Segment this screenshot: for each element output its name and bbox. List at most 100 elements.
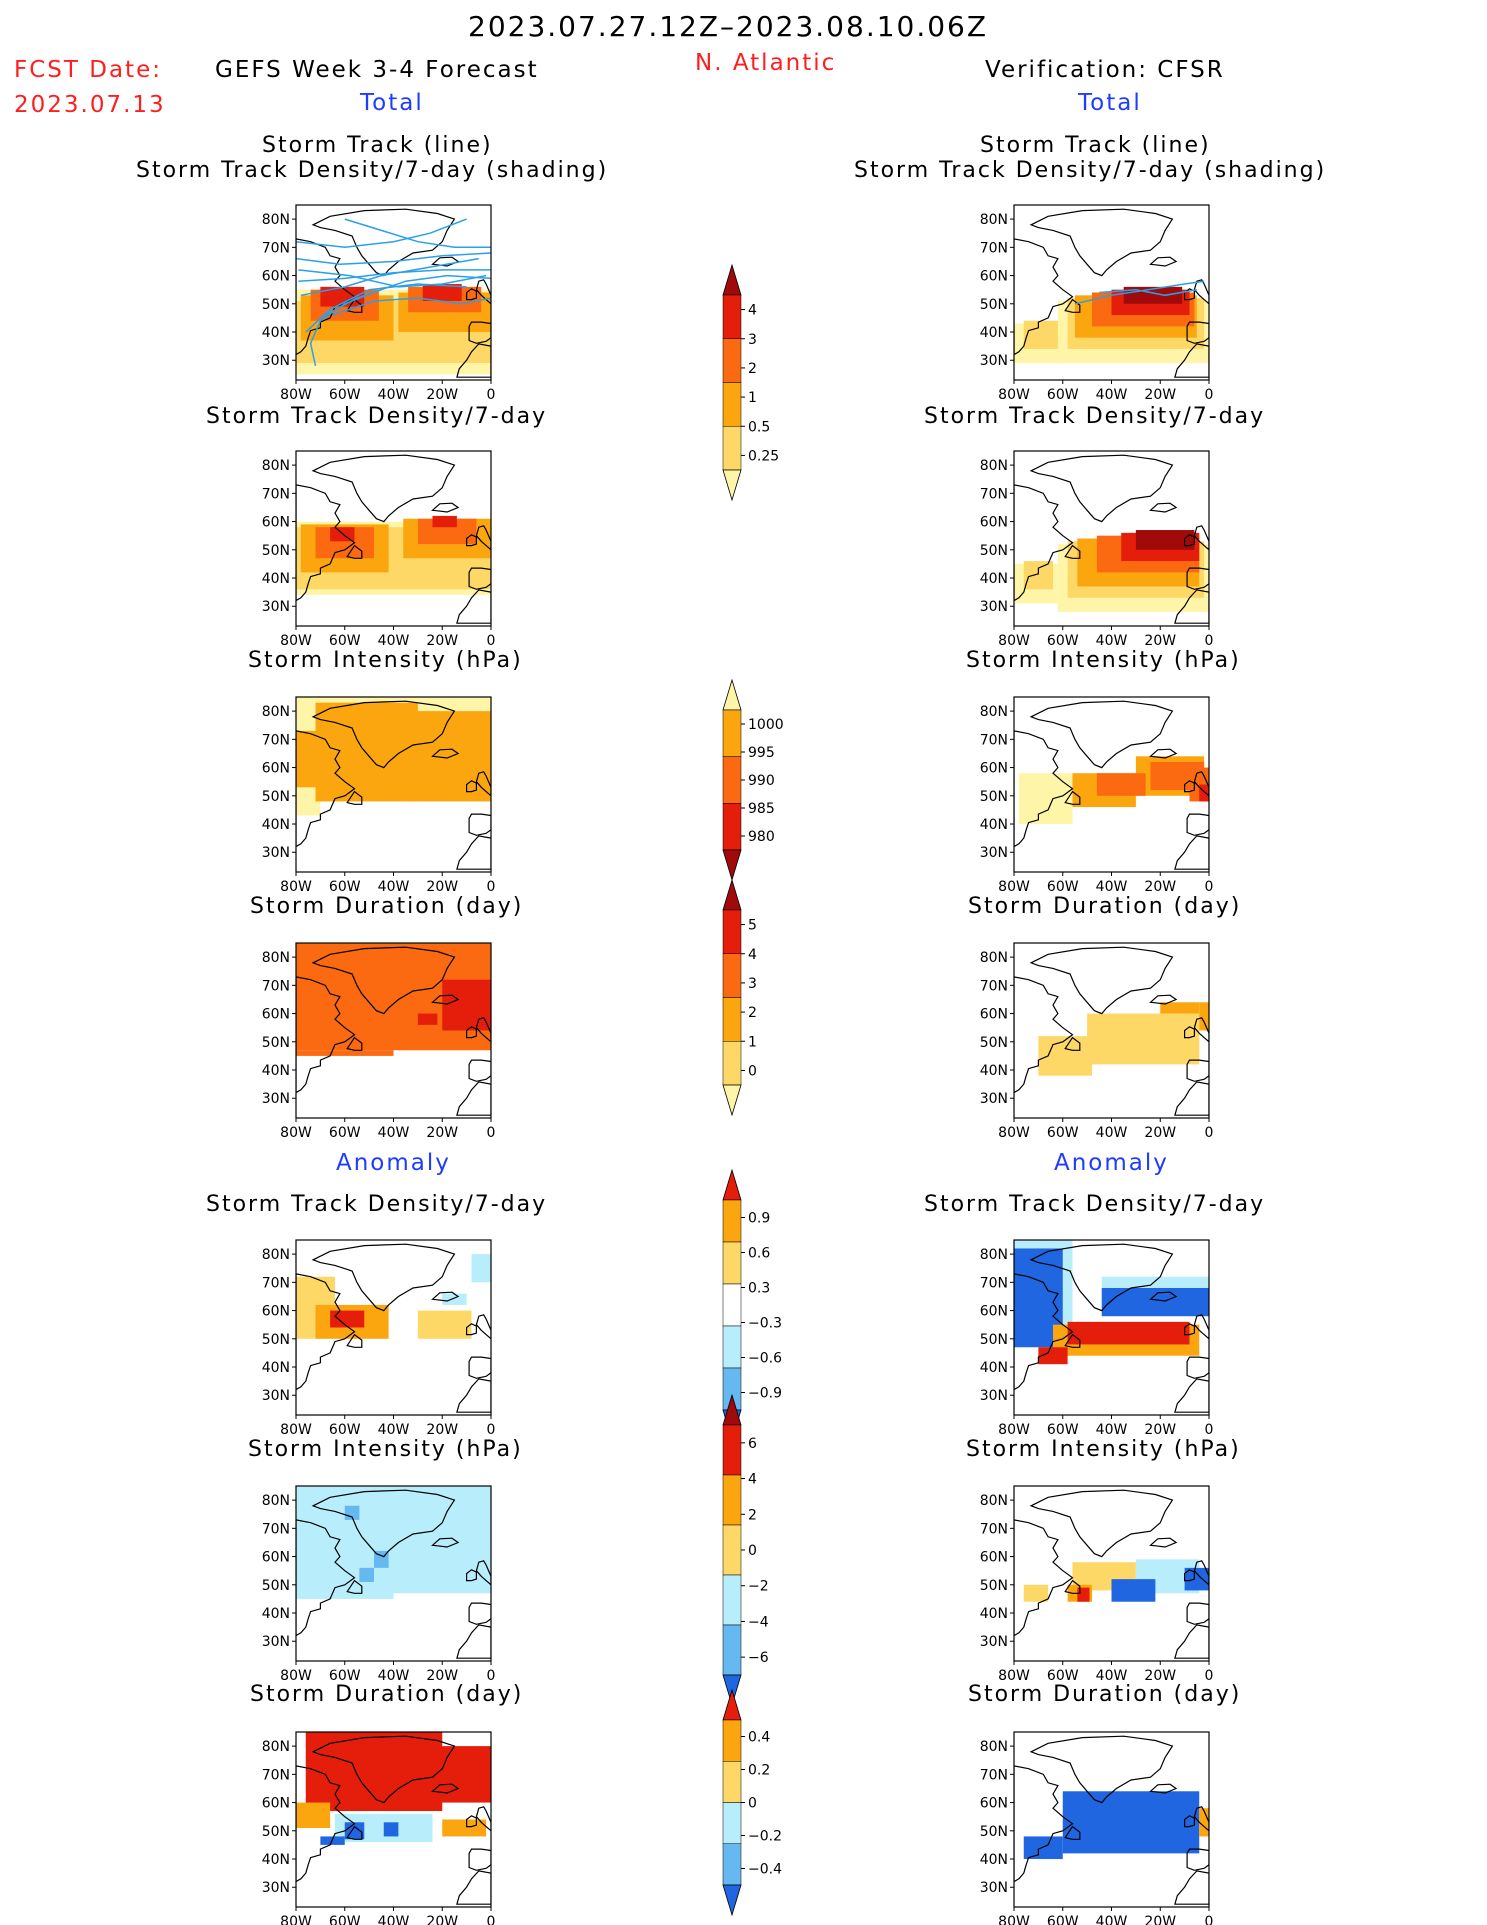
lon-label: 0: [1205, 387, 1214, 403]
coastline: [1174, 835, 1209, 870]
lat-label: 40N: [980, 325, 1008, 341]
storm-track-line: [300, 257, 479, 297]
colorbar-label: 2: [748, 1507, 757, 1523]
map-panel-1-0: 80N 70N 60N 50N 40N 30N 80W 60W 40W 20W 0: [262, 450, 495, 649]
lat-label: 70N: [262, 240, 290, 256]
coastline: [311, 1735, 456, 1804]
coastline: [431, 748, 460, 759]
lat-label: 30N: [262, 1388, 290, 1404]
coastline: [468, 1356, 491, 1379]
lon-label: 60W: [1047, 633, 1079, 649]
map-panel-0-1: 80N 70N 60N 50N 40N 30N 80W 60W 40W 20W 0: [980, 204, 1214, 403]
lon-label: 0: [1205, 879, 1214, 895]
lon-label: 20W: [426, 633, 458, 649]
lat-label: 60N: [980, 1796, 1008, 1812]
colorbar-label: −0.6: [748, 1351, 782, 1367]
lon-label: 40W: [1096, 633, 1128, 649]
colorbar-cap: [722, 469, 742, 502]
panel-title-density-anom-right: Storm Track Density/7-day: [924, 1192, 1266, 1217]
coastline: [431, 994, 460, 1005]
lon-label: 20W: [1144, 1422, 1176, 1438]
colorbar-label: 4: [748, 303, 757, 319]
coastline: [431, 502, 460, 513]
lon-label: 60W: [329, 879, 361, 895]
coastline: [466, 780, 477, 793]
coastline: [1064, 298, 1081, 313]
lat-label: 50N: [980, 1035, 1008, 1051]
lat-label: 50N: [262, 1824, 290, 1840]
shading-cell: [1184, 1567, 1209, 1591]
coastline: [1186, 813, 1209, 836]
lon-label: 60W: [1047, 1914, 1079, 1925]
lon-label: 40W: [1096, 1422, 1128, 1438]
lon-label: 20W: [426, 1914, 458, 1925]
colorbar-label: −6: [748, 1650, 769, 1666]
lon-label: 60W: [1047, 387, 1079, 403]
colorbar-segment: [722, 709, 742, 757]
coastline: [1186, 321, 1209, 344]
shading-cell: [432, 1746, 491, 1803]
colorbar-label: 995: [748, 745, 775, 761]
colorbar-segment: [722, 1474, 742, 1526]
coastline: [1149, 1537, 1178, 1548]
colorbar-segment: [722, 1843, 742, 1886]
lon-label: 0: [487, 1668, 496, 1684]
lat-label: 70N: [262, 732, 290, 748]
shading-cell: [1199, 1808, 1209, 1837]
lat-label: 80N: [262, 212, 290, 228]
coastline: [311, 454, 456, 523]
coastline: [1014, 976, 1074, 1094]
section-anomaly-right: Anomaly: [1054, 1150, 1169, 1176]
coastline: [1193, 1806, 1209, 1832]
coastline: [468, 813, 491, 836]
coastline: [311, 1489, 456, 1558]
colorbar-segment: [722, 1199, 742, 1243]
coastline: [296, 730, 356, 848]
lat-label: 40N: [262, 1606, 290, 1622]
lat-label: 40N: [262, 571, 290, 587]
shading-cell: [296, 1593, 394, 1599]
colorbar-density-anom: 0.9 0.6 0.3 −0.3 −0.6 −0.9: [722, 1168, 782, 1442]
lon-label: 80W: [998, 387, 1030, 403]
coastline: [1029, 1243, 1174, 1312]
lat-label: 40N: [980, 1063, 1008, 1079]
colorbar-label: 1: [748, 390, 757, 406]
panel-title-intensity-anom-right: Storm Intensity (hPa): [966, 1437, 1241, 1462]
colorbar-label: 6: [748, 1436, 757, 1452]
lat-label: 50N: [980, 297, 1008, 313]
colorbar-label: 2: [748, 361, 757, 377]
shading-cell: [1023, 1836, 1063, 1860]
lon-label: 40W: [1096, 879, 1128, 895]
lat-label: 70N: [262, 1521, 290, 1537]
lat-label: 70N: [262, 978, 290, 994]
lon-label: 40W: [1096, 387, 1128, 403]
section-anomaly-left: Anomaly: [336, 1150, 451, 1176]
coastline: [1193, 1560, 1209, 1586]
storm-track-line: [296, 218, 467, 249]
lat-label: 80N: [980, 458, 1008, 474]
coastline: [475, 771, 491, 797]
shading-cell: [1023, 1584, 1049, 1602]
coastline: [468, 567, 491, 590]
lat-label: 30N: [262, 1091, 290, 1107]
map-panel-4-0: 80N 70N 60N 50N 40N 30N 80W 60W 40W 20W 0: [262, 1239, 495, 1438]
coastline: [1193, 771, 1209, 797]
lon-label: 60W: [1047, 879, 1079, 895]
colorbar-label: 0.3: [748, 1281, 770, 1297]
lat-label: 70N: [980, 1275, 1008, 1291]
coastline: [296, 1273, 356, 1391]
lat-label: 50N: [980, 789, 1008, 805]
shading-cell: [432, 515, 457, 528]
storm-track-line: [298, 269, 487, 288]
lat-label: 30N: [980, 1388, 1008, 1404]
panel-title-duration-left: Storm Duration (day): [250, 894, 524, 919]
lon-label: 20W: [1144, 879, 1176, 895]
lat-label: 30N: [262, 1634, 290, 1650]
lat-label: 40N: [980, 1852, 1008, 1868]
colorbar-cap: [722, 849, 742, 882]
lat-label: 30N: [262, 1880, 290, 1896]
colorbar-duration-total: 5 4 3 2 1 0: [722, 878, 757, 1117]
colorbar-segment: [722, 1524, 742, 1576]
lat-label: 50N: [262, 297, 290, 313]
lon-label: 80W: [280, 1914, 312, 1925]
